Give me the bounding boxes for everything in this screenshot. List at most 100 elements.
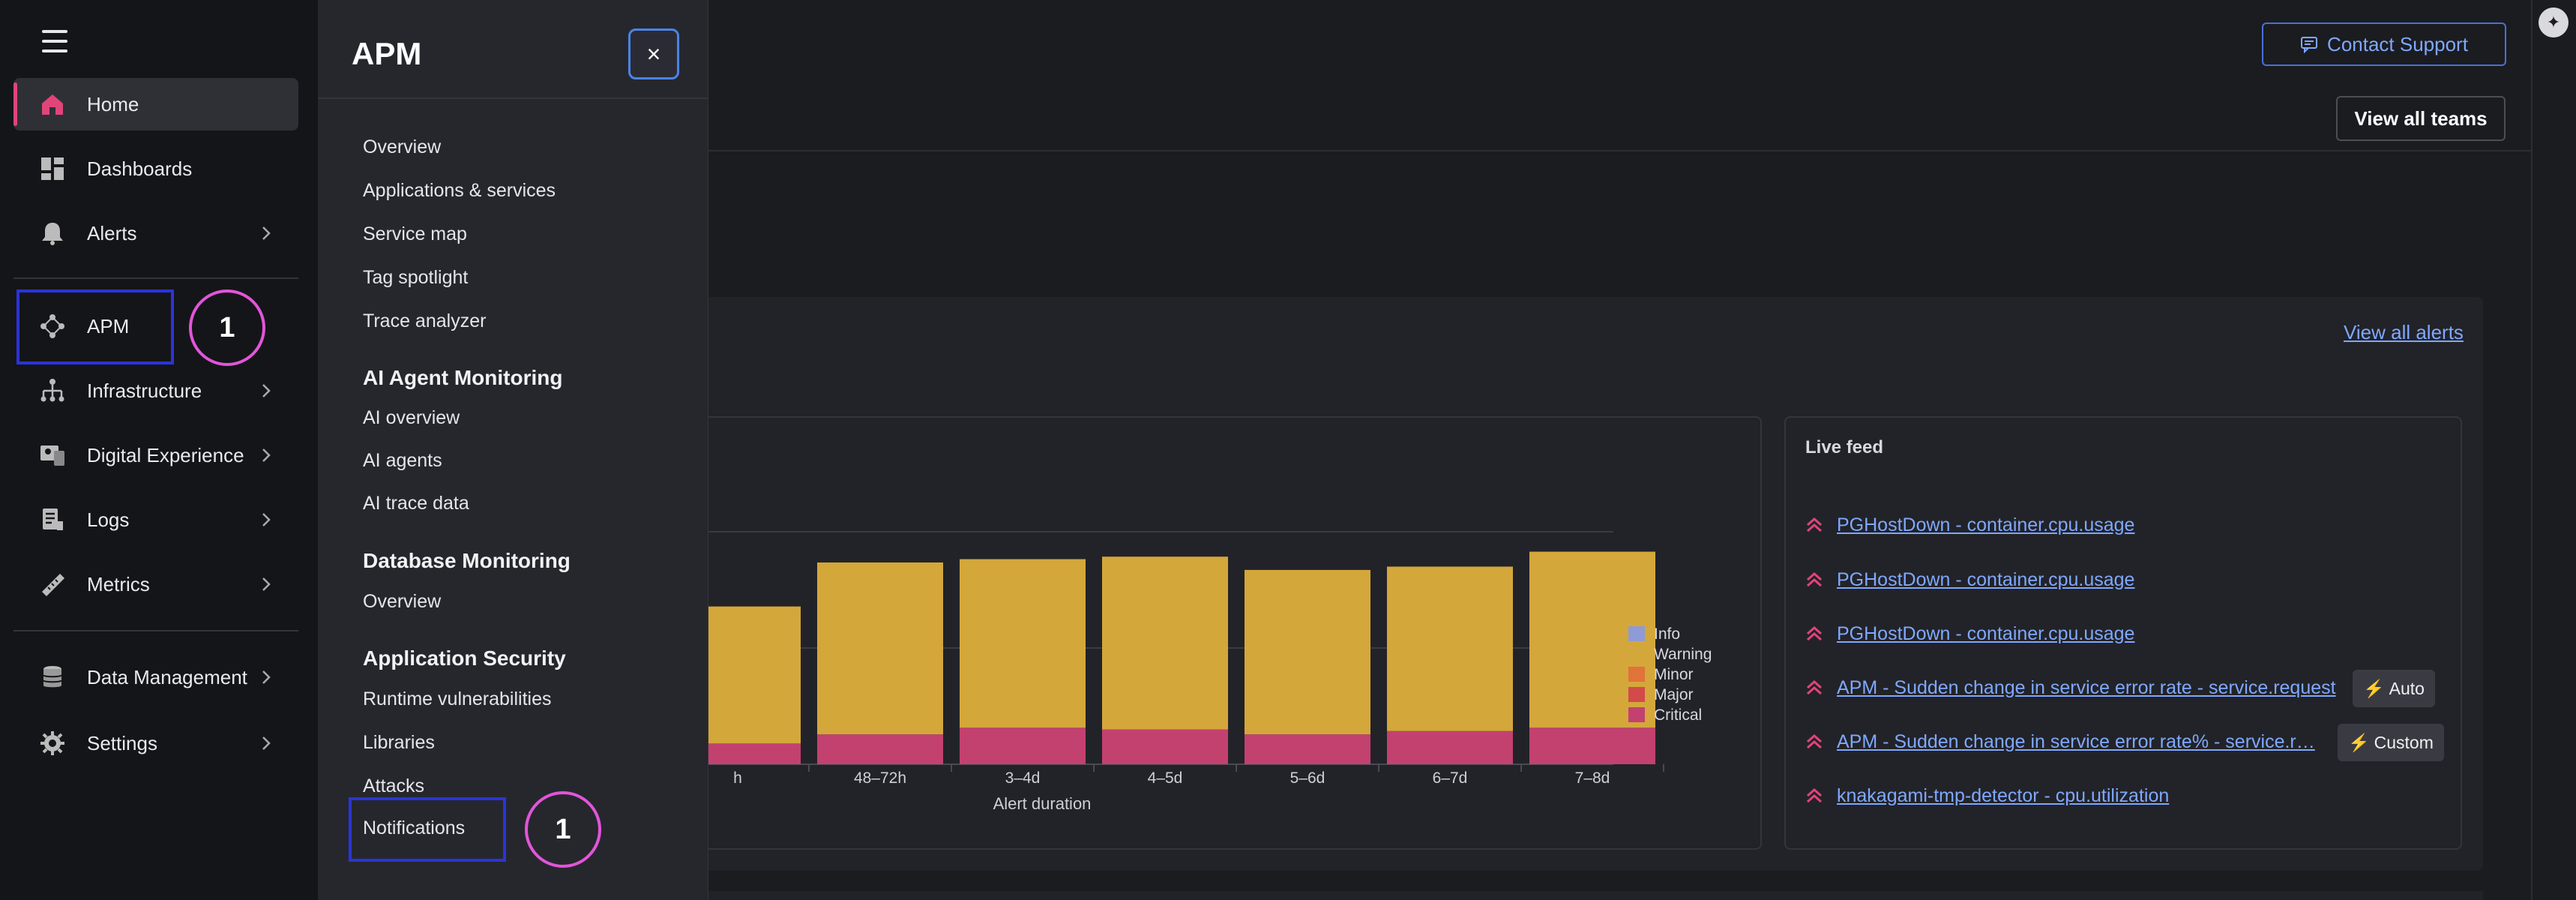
- close-icon: ×: [646, 40, 661, 68]
- ai-assistant-icon[interactable]: ✦: [2539, 8, 2569, 38]
- feed-item-link[interactable]: APM - Sudden change in service error rat…: [1837, 730, 2315, 752]
- critical-alert-icon: [1807, 734, 1822, 749]
- nav-item-label: Settings: [87, 731, 157, 754]
- flyout-link-ai-agents[interactable]: AI agents: [363, 450, 442, 471]
- critical-alert-icon: [1807, 572, 1822, 587]
- flyout-link-overview[interactable]: Overview: [363, 136, 442, 158]
- flyout-link-service-map[interactable]: Service map: [363, 224, 467, 244]
- right-rail: [2531, 0, 2576, 900]
- alert-duration-chart: h 48–72h 3–4d 4–5d 5–6d 6–7d 7–8d Alert duratio…: [666, 531, 1712, 813]
- nav-item-apm[interactable]: APM: [13, 300, 298, 352]
- live-feed-panel: Live feed PGHostDown - container.cpu.usa…: [1784, 416, 2462, 850]
- alert-duration-chart-panel: h 48–72h 3–4d 4–5d 5–6d 6–7d 7–8d Alert duratio…: [666, 416, 1762, 850]
- nav-item-label: Metrics: [87, 572, 150, 596]
- chevron-right-icon: [262, 448, 271, 462]
- x-tick-label: 4–5d: [1148, 770, 1183, 787]
- bar-critical: [1387, 730, 1513, 764]
- nav-item-dashboards[interactable]: Dashboards: [13, 142, 298, 195]
- nav-item-logs[interactable]: Logs: [13, 494, 298, 546]
- annotation-marker-apm: 1: [189, 290, 265, 366]
- feed-item-link[interactable]: knakagami-tmp-detector - cpu.utilization: [1837, 784, 2170, 806]
- custom-tag: ⚡ Custom: [2338, 724, 2444, 761]
- bar-critical: [817, 734, 943, 764]
- legend-label: Minor: [1654, 666, 1694, 683]
- x-tick-label: 6–7d: [1433, 770, 1468, 787]
- legend-swatch: [1628, 646, 1645, 662]
- bar-warning: [1245, 569, 1370, 735]
- feed-item-link[interactable]: PGHostDown - container.cpu.usage: [1837, 568, 2135, 590]
- feed-item-link[interactable]: PGHostDown - container.cpu.usage: [1837, 514, 2135, 536]
- data-management-icon: [43, 666, 62, 688]
- gear-icon: [40, 731, 64, 755]
- nav-divider: [13, 278, 298, 279]
- feed-item-link[interactable]: APM - Sudden change in service error rat…: [1837, 676, 2336, 698]
- live-feed-title: Live feed: [1805, 437, 1884, 458]
- hamburger-menu-icon[interactable]: [42, 30, 67, 52]
- nav-item-label: Alerts: [87, 221, 137, 244]
- nav-item-label: Digital Experience: [87, 443, 244, 466]
- close-flyout-button[interactable]: ×: [628, 28, 679, 80]
- nav-item-alerts[interactable]: Alerts: [13, 207, 298, 260]
- flyout-link-tag-spotlight[interactable]: Tag spotlight: [363, 267, 469, 288]
- x-tick-label: 7–8d: [1575, 770, 1610, 787]
- nav-item-digital-experience[interactable]: Digital Experience: [13, 429, 298, 482]
- flyout-link-libraries[interactable]: Libraries: [363, 732, 435, 753]
- nav-item-data-management[interactable]: Data Management: [13, 651, 298, 704]
- bar-warning: [1387, 566, 1513, 731]
- tag-label: Auto: [2389, 678, 2425, 698]
- nav-item-metrics[interactable]: Metrics: [13, 558, 298, 610]
- chat-icon: [2301, 37, 2318, 53]
- bar-warning: [960, 559, 1086, 728]
- legend-label: Major: [1654, 686, 1694, 704]
- chevron-right-icon: [262, 513, 271, 526]
- legend-label: Critical: [1654, 706, 1702, 724]
- nav-item-label: Dashboards: [87, 157, 193, 180]
- nav-item-settings[interactable]: Settings: [13, 717, 298, 770]
- legend-swatch: [1628, 667, 1645, 682]
- feed-item[interactable]: PGHostDown - container.cpu.usage: [1805, 510, 2134, 540]
- tag-label: Custom: [2374, 732, 2434, 752]
- nav-item-home[interactable]: Home: [13, 78, 298, 130]
- view-all-teams-button[interactable]: View all teams: [2336, 96, 2506, 141]
- left-navigation: Home Dashboards Alerts APM Infrastructur…: [0, 0, 318, 900]
- feed-item[interactable]: PGHostDown - container.cpu.usage: [1805, 619, 2134, 649]
- flyout-link-attacks[interactable]: Attacks: [363, 776, 424, 796]
- digital-experience-icon: [40, 446, 64, 466]
- bar-warning: [817, 562, 943, 735]
- flyout-link-applications-services[interactable]: Applications & services: [363, 180, 556, 201]
- nav-item-label: APM: [87, 314, 130, 338]
- flyout-link-ai-overview[interactable]: AI overview: [363, 407, 460, 428]
- feed-item[interactable]: PGHostDown - container.cpu.usage: [1805, 565, 2134, 595]
- x-tick-label: 48–72h: [854, 770, 906, 787]
- chevron-right-icon: [262, 670, 271, 684]
- nav-item-label: Home: [87, 92, 139, 116]
- dashboards-icon: [41, 158, 64, 180]
- x-axis-label: Alert duration: [993, 794, 1092, 813]
- flyout-link-ai-trace-data[interactable]: AI trace data: [363, 493, 469, 514]
- annotation-box-notifications: [349, 797, 506, 862]
- bar-critical: [1245, 734, 1370, 764]
- next-card-edge: [708, 891, 2483, 900]
- flyout-link-runtime-vulnerabilities[interactable]: Runtime vulnerabilities: [363, 688, 552, 710]
- flyout-title: APM: [352, 36, 422, 71]
- bar-critical: [675, 743, 801, 764]
- feed-item[interactable]: APM - Sudden change in service error rat…: [1805, 673, 2336, 703]
- flyout-divider: [318, 98, 708, 99]
- flyout-link-db-overview[interactable]: Overview: [363, 591, 442, 612]
- x-tick-label: 3–4d: [1005, 770, 1041, 787]
- nav-item-label: Data Management: [87, 665, 247, 688]
- flyout-section-application-security: Application Security: [363, 646, 566, 670]
- contact-support-button[interactable]: Contact Support: [2262, 22, 2506, 66]
- lightning-icon: ⚡: [2348, 732, 2370, 752]
- x-tick-label: h: [733, 770, 742, 787]
- nav-item-infrastructure[interactable]: Infrastructure: [13, 364, 298, 417]
- auto-tag: ⚡ Auto: [2353, 670, 2435, 707]
- legend-label: Warning: [1654, 646, 1712, 663]
- view-all-alerts-link[interactable]: View all alerts: [2344, 321, 2464, 344]
- annotation-marker-notifications: 1: [525, 791, 601, 868]
- flyout-link-notifications[interactable]: Notifications: [363, 818, 466, 838]
- feed-item-link[interactable]: PGHostDown - container.cpu.usage: [1837, 622, 2135, 644]
- feed-item[interactable]: knakagami-tmp-detector - cpu.utilization: [1805, 781, 2169, 811]
- feed-item[interactable]: APM - Sudden change in service error rat…: [1805, 727, 2315, 757]
- flyout-link-trace-analyzer[interactable]: Trace analyzer: [363, 310, 487, 332]
